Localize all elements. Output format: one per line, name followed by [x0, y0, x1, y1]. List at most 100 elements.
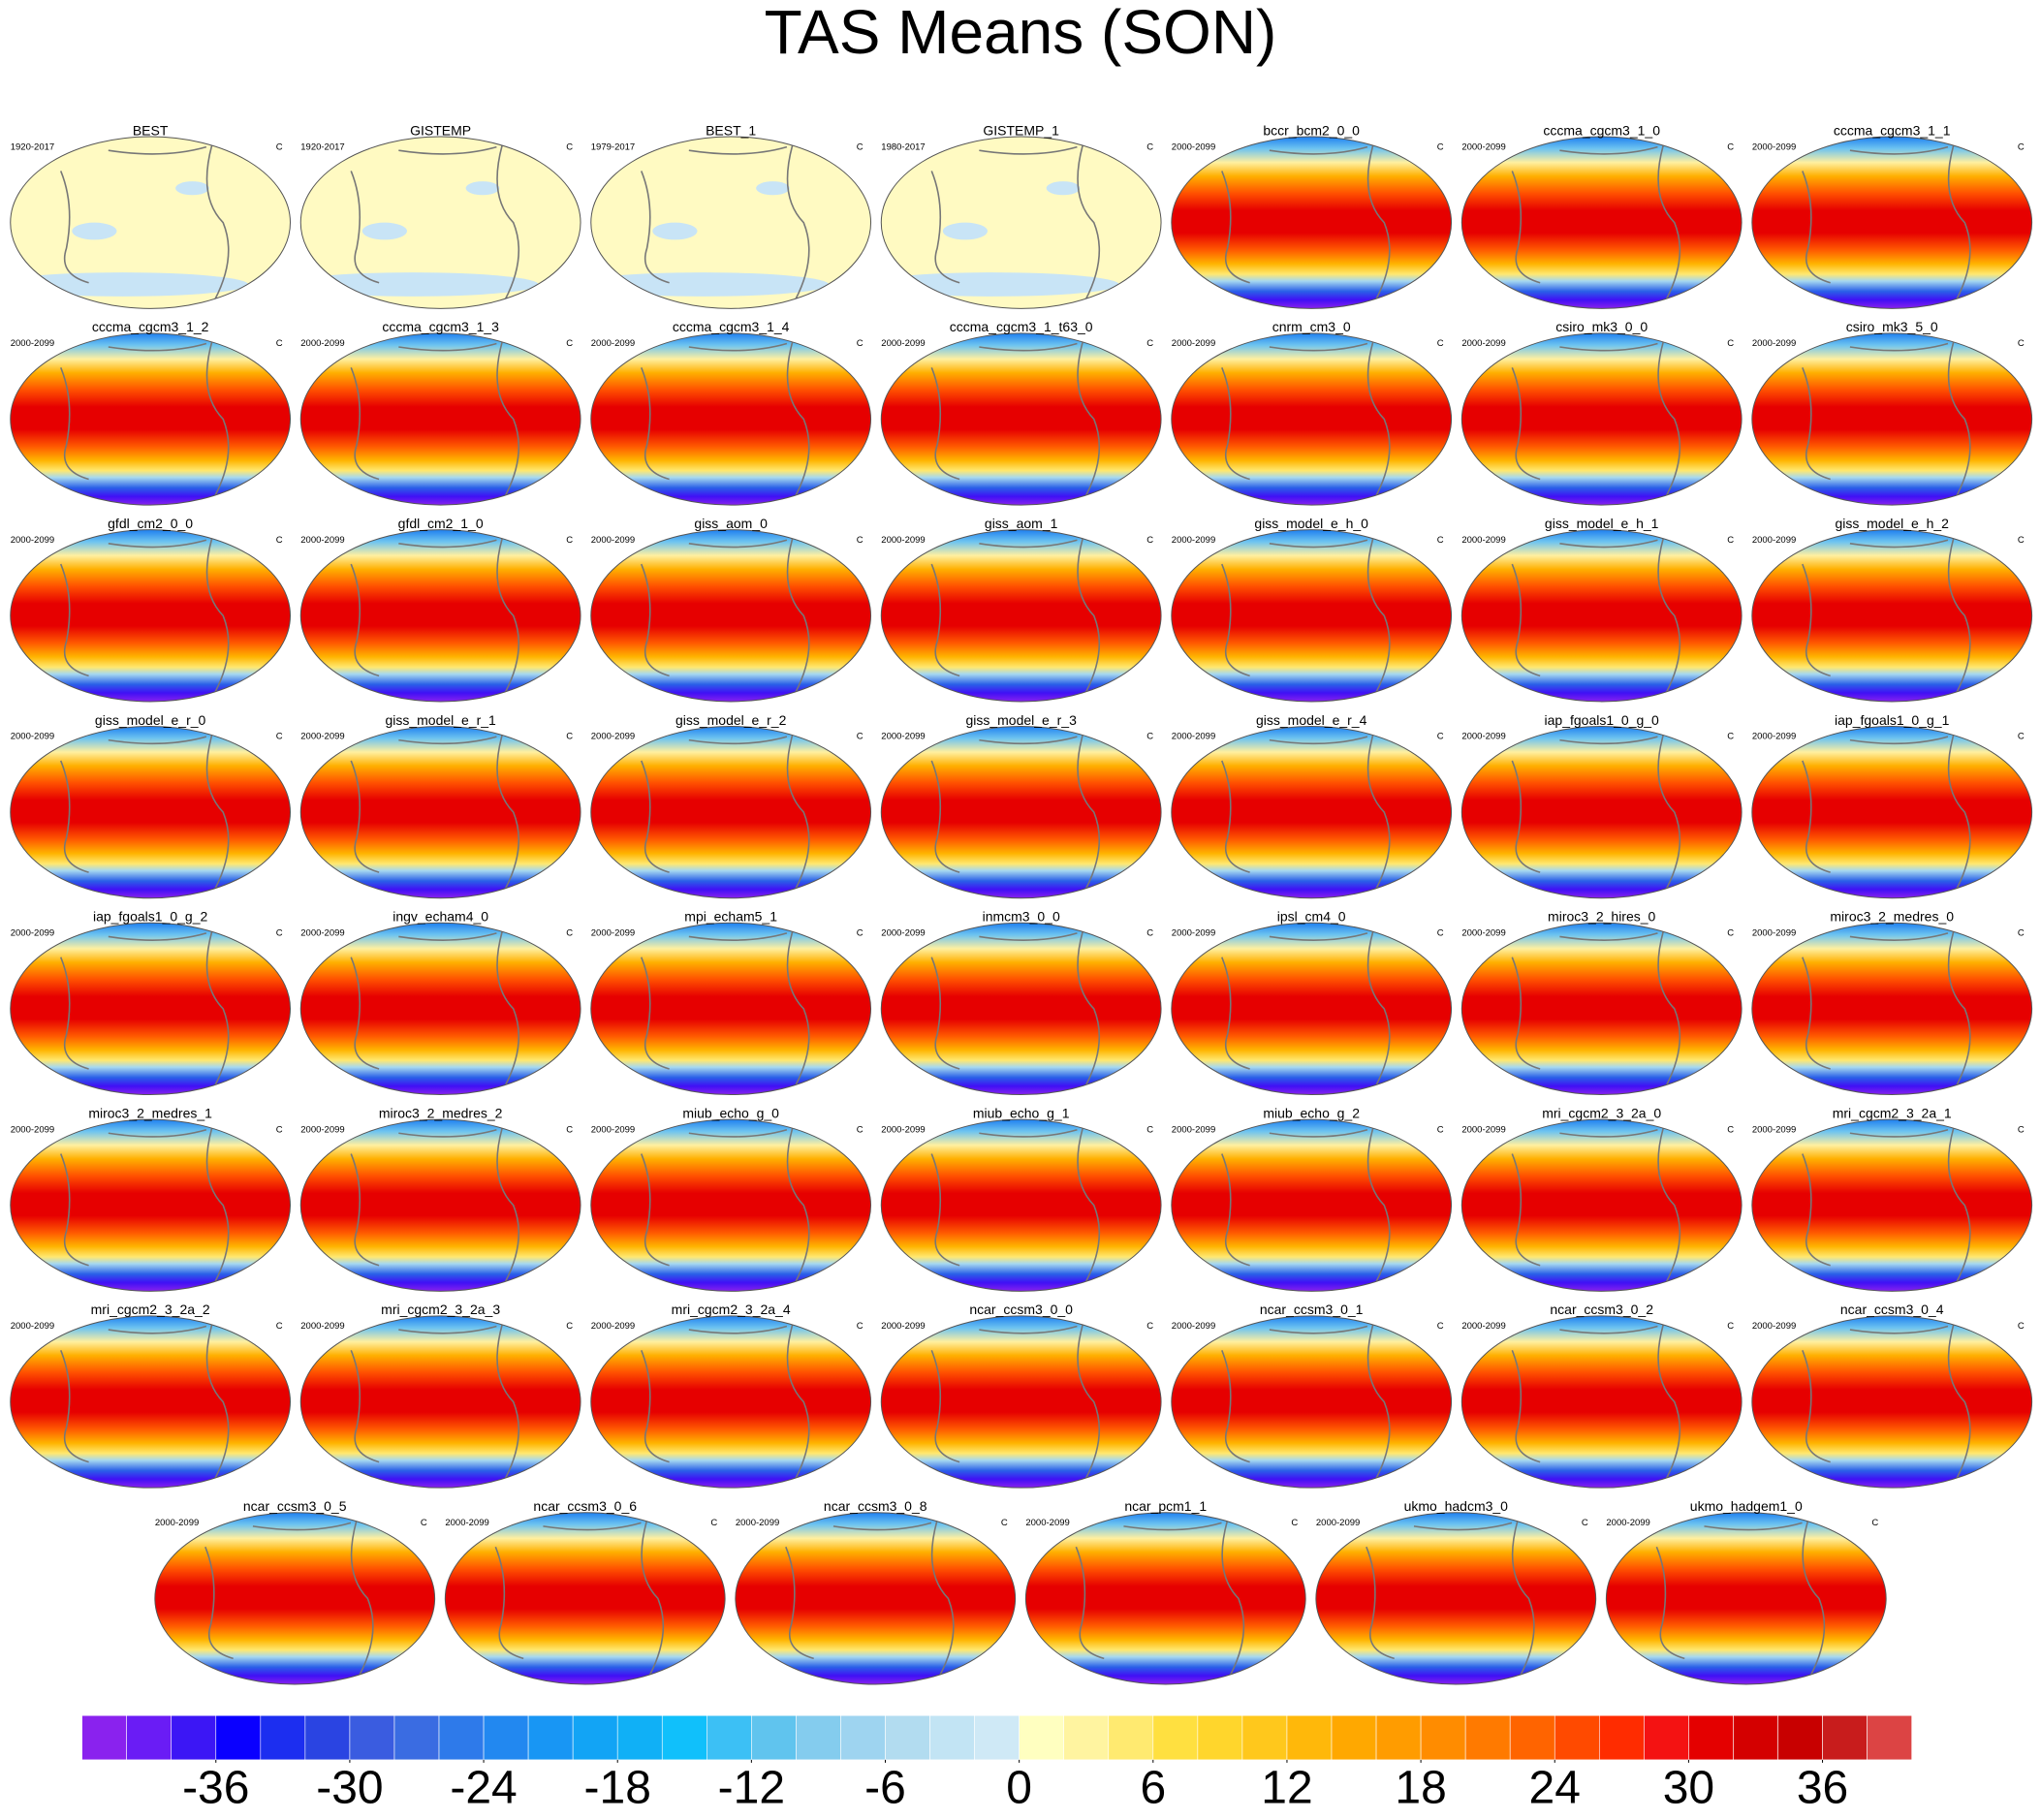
map-panel: giss_model_e_h_0 2000-2099 C — [1171, 516, 1453, 703]
map-panel: ncar_ccsm3_0_1 2000-2099 C — [1171, 1302, 1453, 1489]
map-panel: BEST 1920-2017 C — [10, 122, 292, 309]
coastlines — [350, 144, 520, 300]
map-border — [10, 922, 292, 1096]
map-fill — [300, 1119, 581, 1292]
panel-units: C — [857, 141, 864, 152]
map-panel: miroc3_2_medres_1 2000-2099 C — [10, 1105, 292, 1292]
map-fill — [300, 923, 581, 1095]
coastline — [350, 1350, 380, 1463]
map-border — [880, 1315, 1162, 1489]
coastline — [205, 735, 230, 891]
panel-title: giss_model_e_h_2 — [1835, 516, 1949, 531]
panel-title: ncar_ccsm3_0_8 — [824, 1498, 927, 1514]
panel-period: 2000-2099 — [1172, 338, 1215, 349]
coastline — [979, 342, 1078, 352]
coastline — [59, 760, 89, 873]
colorbar-tick-label: -12 — [718, 1763, 785, 1814]
coastline — [688, 932, 788, 941]
map-panel: iap_fgoals1_0_g_1 2000-2099 C — [1751, 712, 2033, 899]
map-panel: giss_model_e_h_2 2000-2099 C — [1751, 516, 2033, 703]
map-fill — [1171, 726, 1452, 898]
panel-units: C — [276, 141, 283, 152]
panel-period: 2000-2099 — [1461, 732, 1505, 742]
map-panel: csiro_mk3_0_0 2000-2099 C — [1460, 319, 1743, 506]
panel-units: C — [1146, 1321, 1153, 1332]
coastline — [1366, 144, 1391, 300]
panel-title: miroc3_2_hires_0 — [1548, 909, 1655, 925]
coastline — [1559, 145, 1658, 155]
patch — [881, 272, 1119, 297]
colorbar-box — [1733, 1714, 1778, 1761]
map-border — [1171, 1118, 1453, 1292]
panel-title: csiro_mk3_0_0 — [1555, 319, 1648, 334]
map-panel: cnrm_cm3_0 2000-2099 C — [1171, 319, 1453, 506]
coastlines — [1221, 538, 1391, 694]
colorbar-box — [1644, 1714, 1689, 1761]
coastline — [350, 957, 380, 1070]
map-fill — [10, 923, 291, 1095]
panel-period: 2000-2099 — [1172, 141, 1215, 152]
map-panel: miroc3_2_medres_2 2000-2099 C — [299, 1105, 581, 1292]
panel-period: 2000-2099 — [300, 535, 344, 546]
coastline — [1511, 1521, 1535, 1677]
panel-period: 2000-2099 — [1172, 1321, 1215, 1332]
map-fill — [1025, 1512, 1306, 1684]
coastline — [496, 1127, 520, 1283]
panel-period: 2000-2099 — [1025, 1518, 1069, 1528]
panel-units: C — [857, 338, 864, 349]
panel-title: iap_fgoals1_0_g_2 — [93, 909, 208, 925]
coastline — [930, 957, 960, 1070]
map-panel: mri_cgcm2_3_2a_3 2000-2099 C — [299, 1302, 581, 1489]
map-fill — [881, 726, 1162, 898]
colorbar-tick-label: 6 — [1140, 1763, 1166, 1814]
panel-units: C — [566, 338, 573, 349]
map-panel: giss_model_e_h_1 2000-2099 C — [1460, 516, 1743, 703]
panel-title: GISTEMP_1 — [983, 122, 1059, 138]
map-panel: ncar_ccsm3_0_5 2000-2099 C — [154, 1498, 436, 1685]
panel-units: C — [2018, 535, 2025, 546]
map-fill — [10, 1119, 291, 1292]
coastlines — [641, 735, 810, 891]
map-fill — [10, 529, 291, 702]
colorbar-box — [171, 1714, 217, 1761]
panel-units: C — [566, 535, 573, 546]
coastline — [1511, 957, 1541, 1070]
patch — [175, 181, 209, 196]
panel-title: mpi_echam5_1 — [684, 909, 777, 925]
coastline — [979, 736, 1078, 745]
colorbar-tick-label: 12 — [1261, 1763, 1312, 1814]
coastline — [1511, 1350, 1541, 1463]
panel-title: giss_model_e_r_2 — [675, 712, 787, 728]
map-fill — [1171, 137, 1452, 309]
panel-title: mri_cgcm2_3_2a_3 — [381, 1302, 500, 1317]
map-fill — [590, 1315, 871, 1489]
panel-period: 2000-2099 — [11, 1124, 54, 1135]
patch — [942, 222, 989, 240]
panel-period: 2000-2099 — [1172, 732, 1215, 742]
map-fill — [300, 137, 581, 309]
map-fill — [1606, 1512, 1887, 1684]
panel-period: 2000-2099 — [300, 732, 344, 742]
map-panel: GISTEMP_1 1980-2017 C — [880, 122, 1162, 309]
coastlines — [930, 144, 1101, 300]
coastline — [1269, 145, 1368, 155]
coastline — [930, 760, 960, 873]
map-panel: giss_model_e_r_2 2000-2099 C — [590, 712, 872, 899]
coastlines — [350, 1127, 520, 1283]
colorbar-tick-label: 24 — [1529, 1763, 1581, 1814]
map-panel: giss_model_e_r_3 2000-2099 C — [880, 712, 1162, 899]
panel-period: 2000-2099 — [1461, 338, 1505, 349]
map-fill — [1751, 529, 2032, 702]
map-panel: miroc3_2_medres_0 2000-2099 C — [1751, 909, 2033, 1096]
panel-title: cccma_cgcm3_1_0 — [1543, 122, 1660, 138]
panel-title: iap_fgoals1_0_g_0 — [1545, 712, 1660, 728]
panel-units: C — [1727, 1321, 1734, 1332]
colorbar-box — [1464, 1714, 1511, 1761]
map-panel: giss_aom_0 2000-2099 C — [590, 516, 872, 703]
coastline — [1947, 341, 1971, 497]
panel-period: 2000-2099 — [1172, 535, 1215, 546]
panel-title: miub_echo_g_0 — [682, 1105, 779, 1120]
coastline — [108, 1325, 207, 1334]
panel-units: C — [1727, 338, 1734, 349]
